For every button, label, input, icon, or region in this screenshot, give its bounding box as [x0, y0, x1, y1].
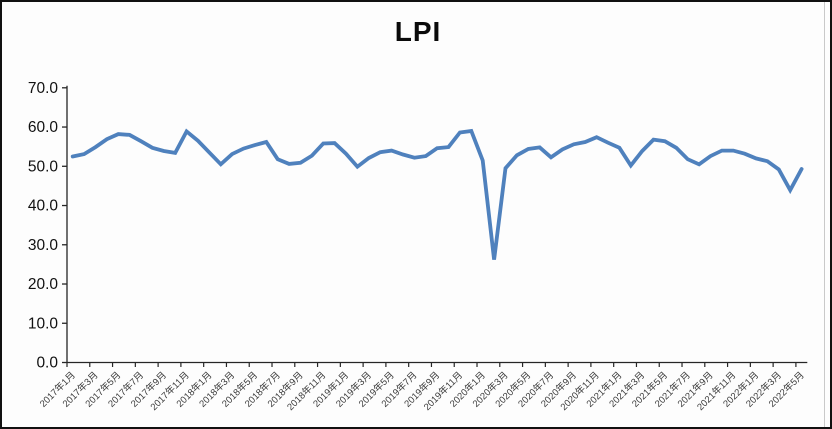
- y-axis-tick-label: 20.0: [28, 276, 59, 293]
- spreadsheet-gridline: [824, 2, 825, 427]
- y-axis-tick-label: 30.0: [28, 237, 59, 254]
- y-axis-tick-label: 50.0: [28, 158, 59, 175]
- y-axis-tick-label: 10.0: [28, 315, 59, 332]
- series-line-lpi: [70, 128, 804, 260]
- y-axis-tick-label: 0.0: [36, 355, 58, 372]
- y-axis-tick-label: 60.0: [28, 119, 59, 136]
- y-axis-tick-label: 40.0: [28, 198, 59, 215]
- y-axis-tick-label: 70.0: [28, 80, 59, 97]
- chart-title: LPI: [394, 16, 442, 47]
